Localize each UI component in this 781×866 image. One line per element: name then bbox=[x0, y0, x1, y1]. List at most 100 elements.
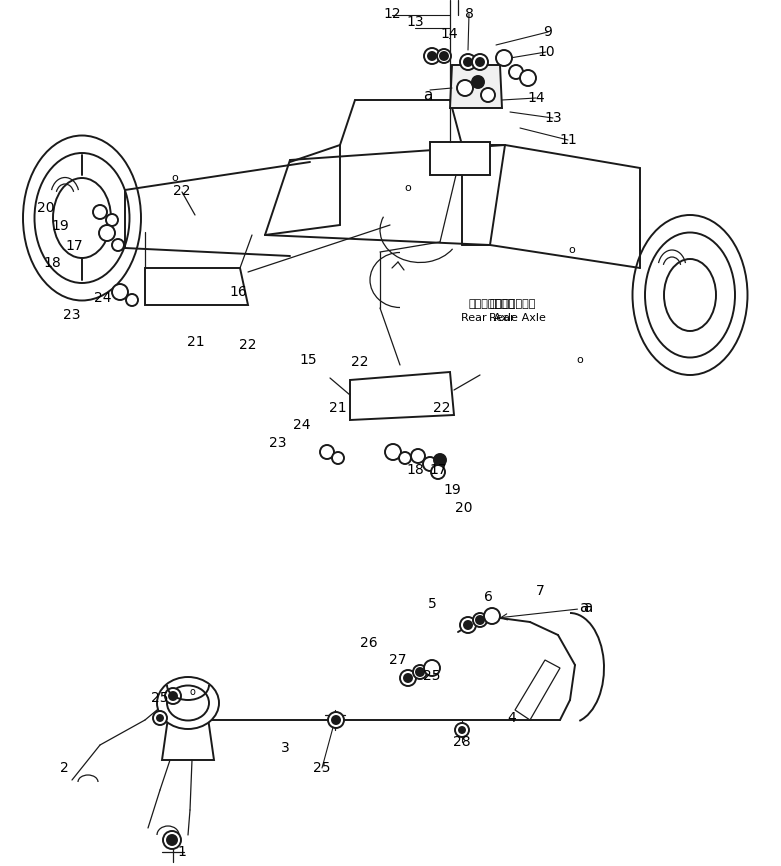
Circle shape bbox=[332, 716, 340, 724]
Text: 23: 23 bbox=[269, 436, 287, 450]
Circle shape bbox=[424, 660, 440, 676]
Text: 4: 4 bbox=[508, 711, 516, 725]
Text: 8: 8 bbox=[465, 7, 473, 21]
Text: 24: 24 bbox=[293, 418, 311, 432]
Circle shape bbox=[455, 723, 469, 737]
Circle shape bbox=[484, 608, 500, 624]
Circle shape bbox=[460, 54, 476, 70]
Circle shape bbox=[400, 670, 416, 686]
Polygon shape bbox=[162, 718, 214, 760]
Circle shape bbox=[496, 50, 512, 66]
Text: 25: 25 bbox=[313, 761, 330, 775]
Circle shape bbox=[424, 48, 440, 64]
Circle shape bbox=[423, 457, 437, 471]
Ellipse shape bbox=[53, 178, 111, 258]
Text: 23: 23 bbox=[63, 308, 80, 322]
Polygon shape bbox=[145, 268, 248, 305]
Circle shape bbox=[472, 54, 488, 70]
Circle shape bbox=[428, 52, 436, 60]
Polygon shape bbox=[515, 660, 560, 720]
Circle shape bbox=[126, 294, 138, 306]
Text: 6: 6 bbox=[483, 590, 493, 604]
Circle shape bbox=[440, 52, 448, 60]
Text: 13: 13 bbox=[406, 15, 424, 29]
Text: 27: 27 bbox=[389, 653, 407, 667]
Ellipse shape bbox=[664, 259, 716, 331]
Circle shape bbox=[385, 444, 401, 460]
Text: 9: 9 bbox=[544, 25, 552, 39]
Circle shape bbox=[460, 617, 476, 633]
Circle shape bbox=[413, 665, 427, 679]
Circle shape bbox=[165, 688, 181, 704]
Ellipse shape bbox=[633, 215, 747, 375]
Circle shape bbox=[320, 445, 334, 459]
Circle shape bbox=[112, 239, 124, 251]
Circle shape bbox=[416, 668, 424, 676]
Ellipse shape bbox=[167, 686, 209, 721]
Circle shape bbox=[437, 49, 451, 63]
Text: o: o bbox=[576, 355, 583, 365]
Circle shape bbox=[481, 88, 495, 102]
Text: 2: 2 bbox=[59, 761, 69, 775]
Text: 19: 19 bbox=[51, 219, 69, 233]
Text: 25: 25 bbox=[152, 691, 169, 705]
Text: 22: 22 bbox=[433, 401, 451, 415]
Text: o: o bbox=[172, 173, 178, 183]
Circle shape bbox=[472, 76, 484, 88]
Text: 16: 16 bbox=[229, 285, 247, 299]
Text: 21: 21 bbox=[187, 335, 205, 349]
Circle shape bbox=[431, 465, 445, 479]
Circle shape bbox=[457, 80, 473, 96]
Circle shape bbox=[163, 831, 181, 849]
Text: 1: 1 bbox=[177, 845, 187, 859]
Text: 20: 20 bbox=[37, 201, 55, 215]
Text: 22: 22 bbox=[173, 184, 191, 198]
Circle shape bbox=[476, 616, 484, 624]
Text: Rear  Axle: Rear Axle bbox=[461, 313, 518, 323]
Circle shape bbox=[464, 58, 472, 66]
Text: 25: 25 bbox=[423, 669, 440, 683]
Text: 7: 7 bbox=[536, 584, 544, 598]
Text: 12: 12 bbox=[383, 7, 401, 21]
Text: 10: 10 bbox=[537, 45, 555, 59]
Text: 26: 26 bbox=[360, 636, 378, 650]
Text: 11: 11 bbox=[559, 133, 577, 147]
Text: 18: 18 bbox=[406, 463, 424, 477]
Text: a: a bbox=[580, 600, 589, 616]
Circle shape bbox=[157, 715, 163, 721]
Circle shape bbox=[399, 452, 411, 464]
Text: 14: 14 bbox=[440, 27, 458, 41]
Circle shape bbox=[464, 621, 472, 629]
Text: o: o bbox=[189, 687, 195, 697]
Text: 22: 22 bbox=[351, 355, 369, 369]
Circle shape bbox=[520, 70, 536, 86]
Circle shape bbox=[476, 58, 484, 66]
Circle shape bbox=[332, 452, 344, 464]
Text: 20: 20 bbox=[455, 501, 473, 515]
Circle shape bbox=[328, 712, 344, 728]
Ellipse shape bbox=[23, 135, 141, 301]
Circle shape bbox=[404, 674, 412, 682]
Text: 28: 28 bbox=[453, 735, 471, 749]
Text: o: o bbox=[569, 245, 576, 255]
Text: 14: 14 bbox=[527, 91, 545, 105]
Circle shape bbox=[93, 205, 107, 219]
Text: 21: 21 bbox=[329, 401, 347, 415]
Text: Rear  Axle: Rear Axle bbox=[489, 313, 546, 323]
Text: 13: 13 bbox=[544, 111, 562, 125]
Text: 17: 17 bbox=[430, 463, 447, 477]
Text: 5: 5 bbox=[428, 597, 437, 611]
Ellipse shape bbox=[157, 677, 219, 729]
Polygon shape bbox=[350, 372, 454, 420]
Text: 19: 19 bbox=[443, 483, 461, 497]
Text: 3: 3 bbox=[280, 741, 290, 755]
Text: リヤーアクスル: リヤーアクスル bbox=[469, 299, 515, 309]
Circle shape bbox=[167, 835, 177, 845]
Text: 15: 15 bbox=[299, 353, 317, 367]
Circle shape bbox=[153, 711, 167, 725]
Text: a: a bbox=[423, 87, 433, 102]
Circle shape bbox=[106, 214, 118, 226]
Ellipse shape bbox=[34, 153, 130, 283]
Circle shape bbox=[411, 449, 425, 463]
Polygon shape bbox=[430, 142, 490, 175]
